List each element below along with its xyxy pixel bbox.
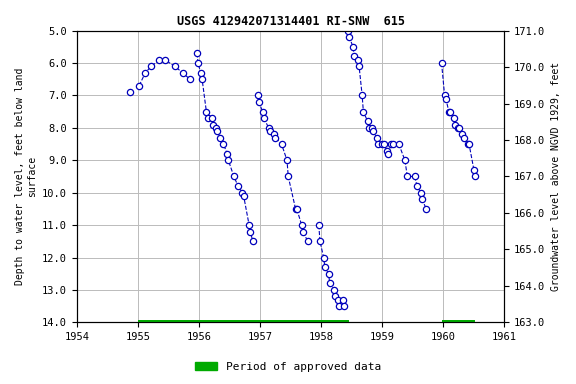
Y-axis label: Groundwater level above NGVD 1929, feet: Groundwater level above NGVD 1929, feet [551, 62, 561, 291]
Bar [442, 320, 475, 325]
Y-axis label: Depth to water level, feet below land
surface: Depth to water level, feet below land su… [15, 68, 37, 285]
Title: USGS 412942071314401 RI-SNW  615: USGS 412942071314401 RI-SNW 615 [177, 15, 405, 28]
Bar [138, 320, 349, 325]
Legend: Period of approved data: Period of approved data [191, 358, 385, 377]
